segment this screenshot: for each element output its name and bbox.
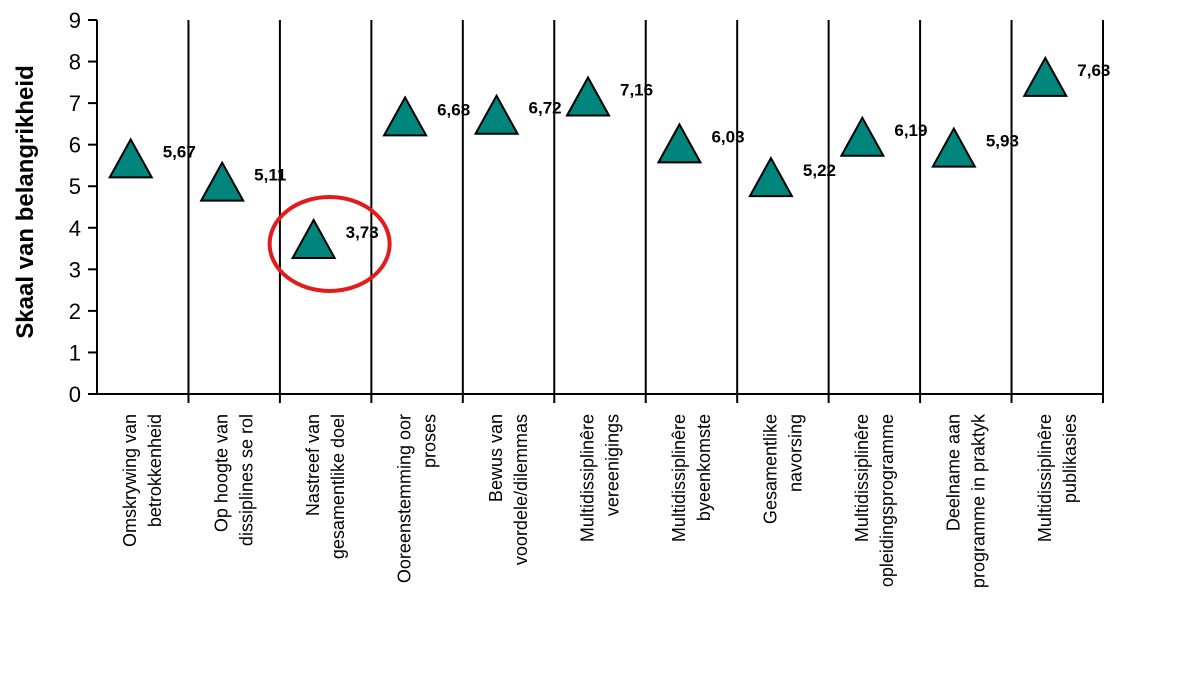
y-tick-label: 5 bbox=[69, 174, 81, 199]
vertical-gridlines bbox=[187, 20, 1104, 403]
y-axis-title: Skaal van belangrikheid bbox=[12, 65, 39, 338]
x-category-label: Multidissiplinêre vereenigings bbox=[578, 414, 623, 542]
x-category-label-line: Op hoogte van bbox=[212, 414, 232, 532]
data-value-label: 6,68 bbox=[437, 100, 470, 119]
x-category-label: Nastreef van gesamentlike doel bbox=[303, 414, 348, 559]
data-point-triangle bbox=[1022, 55, 1068, 97]
x-category-label-line: Multidissiplinêre bbox=[669, 414, 689, 542]
x-category-label-line: Deelname aan bbox=[943, 414, 963, 531]
axes bbox=[96, 20, 1103, 395]
data-labels: 5,67 5,11 3,73 6,68 6,72 7,16 6,03 5,22 6,19 5,93… bbox=[163, 61, 1111, 242]
x-category-label-line: betrokkenheid bbox=[145, 414, 165, 527]
data-value-label: 6,19 bbox=[894, 121, 927, 140]
x-category-label-line: voordele/dilemmas bbox=[511, 414, 531, 565]
x-category-label: Gesamentlike navorsing bbox=[760, 414, 805, 524]
data-point-triangle bbox=[656, 122, 703, 164]
y-tick-label: 0 bbox=[69, 382, 81, 407]
x-category-label-line: Gesamentlike bbox=[760, 414, 780, 524]
x-category-label-line: dissiplines se rol bbox=[237, 414, 257, 546]
data-point-triangle bbox=[839, 115, 886, 157]
y-tick-label: 7 bbox=[69, 91, 81, 116]
y-tick-labels: 0 1 2 3 4 5 6 7 8 9 bbox=[69, 8, 97, 407]
data-point-triangle bbox=[108, 137, 154, 179]
x-category-label-line: gesamentlike doel bbox=[328, 414, 348, 559]
data-value-label: 6,03 bbox=[711, 127, 744, 146]
data-value-label: 5,22 bbox=[803, 161, 836, 180]
data-point-triangle bbox=[199, 160, 245, 202]
x-category-label-line: proses bbox=[420, 414, 440, 468]
data-value-label: 5,67 bbox=[163, 142, 196, 161]
y-tick-label: 9 bbox=[69, 8, 81, 33]
data-point-triangle bbox=[473, 93, 520, 135]
data-value-label: 7,16 bbox=[620, 80, 653, 99]
x-category-label: Multidissiplinêre opleidingsprogramme bbox=[852, 414, 897, 587]
data-value-label: 6,72 bbox=[529, 99, 562, 118]
x-category-label: Ooreenstemming oor proses bbox=[395, 414, 440, 583]
x-category-label: Deelname aan programme in praktyk bbox=[943, 413, 988, 588]
data-value-label: 7,63 bbox=[1077, 61, 1110, 80]
data-point-triangle bbox=[931, 126, 977, 168]
data-point-triangle bbox=[748, 156, 794, 198]
x-category-label-line: opleidingsprogramme bbox=[877, 414, 897, 587]
x-category-label-line: Multidissiplinêre bbox=[578, 414, 598, 542]
x-category-label-line: Multidissiplinêre bbox=[852, 414, 872, 542]
x-category-label-line: Ooreenstemming oor bbox=[395, 414, 415, 583]
x-category-labels: Omskrywing van betrokkenheid Op hoogte van… bbox=[120, 413, 1080, 588]
data-value-label: 5,11 bbox=[254, 166, 286, 185]
data-value-label: 5,93 bbox=[986, 132, 1019, 151]
y-tick-label: 2 bbox=[69, 299, 81, 324]
x-category-label: Bewus van voordele/dilemmas bbox=[486, 414, 531, 565]
x-category-label-line: Bewus van bbox=[486, 414, 506, 502]
data-points bbox=[108, 55, 1068, 259]
data-value-label: 3,73 bbox=[346, 223, 379, 242]
x-category-label-line: publikasies bbox=[1060, 414, 1080, 503]
y-tick-label: 3 bbox=[69, 257, 81, 282]
x-category-label: Multidissiplinêre byeenkomste bbox=[669, 414, 714, 542]
x-category-label-line: Omskrywing van bbox=[120, 414, 140, 547]
x-category-label: Op hoogte van dissiplines se rol bbox=[212, 414, 257, 546]
x-category-label-line: Multidissiplinêre bbox=[1035, 414, 1055, 542]
x-category-label: Omskrywing van betrokkenheid bbox=[120, 414, 165, 547]
data-point-triangle bbox=[290, 217, 337, 259]
data-point-triangle bbox=[565, 75, 611, 117]
x-category-label: Multidissiplinêre publikasies bbox=[1035, 414, 1080, 542]
x-category-label-line: vereenigings bbox=[603, 414, 623, 516]
data-point-triangle bbox=[382, 95, 428, 137]
x-category-label-line: Nastreef van bbox=[303, 414, 323, 516]
y-tick-label: 4 bbox=[69, 216, 81, 241]
x-category-label-line: navorsing bbox=[785, 414, 805, 492]
y-tick-label: 8 bbox=[69, 50, 81, 75]
y-tick-label: 1 bbox=[69, 340, 81, 365]
x-category-label-line: byeenkomste bbox=[694, 414, 714, 521]
x-category-label-line: programme in praktyk bbox=[968, 413, 988, 588]
highlight-circle bbox=[267, 194, 392, 293]
y-tick-label: 6 bbox=[69, 133, 81, 158]
